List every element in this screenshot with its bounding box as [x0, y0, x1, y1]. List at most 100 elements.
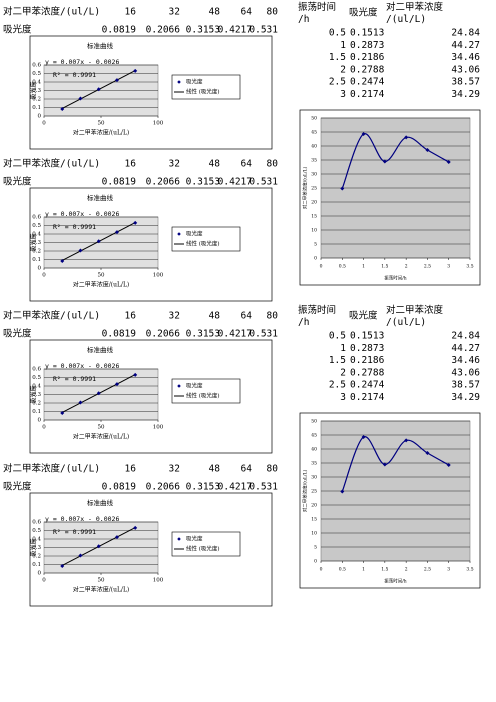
- legend-label: 线性 (吸光度): [186, 545, 220, 553]
- x-tick-label: 3.5: [466, 264, 473, 270]
- table-cell: 64: [241, 311, 253, 322]
- data-line: [341, 436, 450, 492]
- y-tick-label: 20: [311, 200, 317, 206]
- table-header: 对二甲苯浓度/(ul/L): [386, 304, 444, 328]
- table-cell: 0.5: [329, 28, 346, 39]
- y-tick-label: 0: [314, 256, 317, 262]
- table-cell: 48: [209, 311, 221, 322]
- x-tick-label: 50: [98, 121, 105, 127]
- y-tick-label: 0.4: [32, 80, 41, 86]
- y-tick-label: 25: [311, 489, 317, 495]
- y-axis-label: 对二甲苯浓度/(uL/L): [302, 470, 309, 513]
- table-cell: 0.531: [249, 329, 278, 340]
- table-header: 对二甲苯浓度/(ul/L): [386, 1, 444, 25]
- y-tick-label: 0.5: [32, 528, 41, 534]
- table-cell: 0.2474: [350, 380, 385, 391]
- table-cell: 0.2066: [146, 25, 181, 36]
- data-point: [114, 382, 119, 387]
- table-cell: 34.29: [451, 392, 480, 403]
- table-cell: 0.5: [329, 331, 346, 342]
- table-cell: 吸光度: [3, 176, 32, 188]
- y-tick-label: 0.5: [32, 223, 41, 229]
- x-tick-label: 0: [320, 264, 323, 270]
- table-cell: 44.27: [451, 343, 480, 354]
- table-cell: 0.2788: [350, 64, 385, 75]
- r-squared: R² = 0.9991: [53, 528, 96, 536]
- y-tick-label: 0.6: [32, 520, 41, 526]
- y-tick-label: 40: [311, 144, 317, 150]
- table-cell: 0.2066: [146, 329, 181, 340]
- data-point: [361, 132, 366, 137]
- data-point: [404, 438, 409, 443]
- x-tick-label: 1.5: [381, 567, 388, 573]
- y-tick-label: 50: [311, 419, 317, 425]
- y-tick-label: 0.6: [32, 215, 41, 221]
- y-axis-label: 吸光度: [30, 538, 38, 556]
- y-tick-label: 0: [38, 571, 42, 577]
- x-axis-label: 对二甲苯浓度/(uL/L): [73, 586, 130, 594]
- table-cell: 16: [125, 464, 137, 475]
- y-tick-label: 0.4: [32, 384, 41, 390]
- x-tick-label: 0: [42, 121, 46, 127]
- table-cell: 32: [169, 159, 180, 170]
- table-cell: 1: [340, 343, 346, 354]
- y-tick-label: 30: [311, 172, 317, 178]
- chart-title: 标准曲线: [87, 345, 114, 354]
- y-tick-label: 0.2: [32, 554, 41, 560]
- table-cell: 对二甲苯浓度/(ul/L): [3, 463, 100, 475]
- legend-marker: [177, 232, 181, 236]
- table-cell: 吸光度: [3, 481, 32, 493]
- table-cell: 0.0819: [102, 329, 137, 340]
- y-axis-label: 吸光度: [30, 233, 38, 251]
- table-cell: 34.46: [451, 52, 480, 63]
- table-cell: 0.2066: [146, 482, 181, 493]
- x-tick-label: 100: [153, 273, 164, 279]
- table-cell: 0.2186: [350, 355, 385, 366]
- x-tick-label: 0.5: [339, 567, 346, 573]
- data-point: [340, 186, 345, 191]
- table-cell: 80: [267, 7, 279, 18]
- y-tick-label: 0.3: [32, 240, 41, 246]
- chart-title: 标准曲线: [87, 498, 114, 507]
- y-tick-label: 20: [311, 503, 317, 509]
- table-header: 吸光度: [349, 7, 378, 19]
- data-point: [446, 462, 451, 467]
- y-axis-label: 吸光度: [30, 81, 38, 99]
- equation: y = 0.007x - 0.0026: [45, 515, 119, 523]
- y-tick-label: 45: [311, 130, 317, 136]
- y-tick-label: 0.6: [32, 63, 41, 69]
- data-point: [78, 248, 83, 253]
- data-point: [114, 78, 119, 83]
- legend-label: 吸光度: [186, 78, 203, 86]
- legend-label: 线性 (吸光度): [186, 392, 220, 400]
- legend-marker: [177, 384, 181, 388]
- table-cell: 32: [169, 7, 180, 18]
- table-cell: 24.84: [451, 331, 480, 342]
- y-tick-label: 45: [311, 433, 317, 439]
- table-cell: 64: [241, 464, 253, 475]
- x-tick-label: 100: [153, 121, 164, 127]
- table-cell: 43.06: [451, 367, 480, 378]
- y-tick-label: 0.1: [32, 562, 41, 568]
- y-tick-label: 0.5: [32, 375, 41, 381]
- data-point: [78, 400, 83, 405]
- y-tick-label: 0.4: [32, 232, 41, 238]
- x-tick-label: 0: [320, 567, 323, 573]
- table-cell: 0.3153: [186, 482, 220, 493]
- table-cell: 对二甲苯浓度/(ul/L): [3, 158, 100, 170]
- table-cell: 24.84: [451, 28, 480, 39]
- x-tick-label: 0.5: [339, 264, 346, 270]
- x-tick-label: 100: [153, 425, 164, 431]
- table-cell: 38.57: [451, 77, 480, 88]
- table-cell: 0.531: [249, 177, 278, 188]
- table-cell: 0.0819: [102, 482, 137, 493]
- equation: y = 0.007x - 0.0026: [45, 58, 119, 66]
- y-tick-label: 15: [311, 517, 317, 523]
- y-tick-label: 0.1: [32, 409, 41, 415]
- legend-marker: [177, 80, 181, 84]
- x-tick-label: 50: [98, 425, 105, 431]
- data-point: [96, 544, 101, 549]
- table-cell: 0.3153: [186, 329, 220, 340]
- table-cell: 44.27: [451, 40, 480, 51]
- table-cell: 48: [209, 464, 221, 475]
